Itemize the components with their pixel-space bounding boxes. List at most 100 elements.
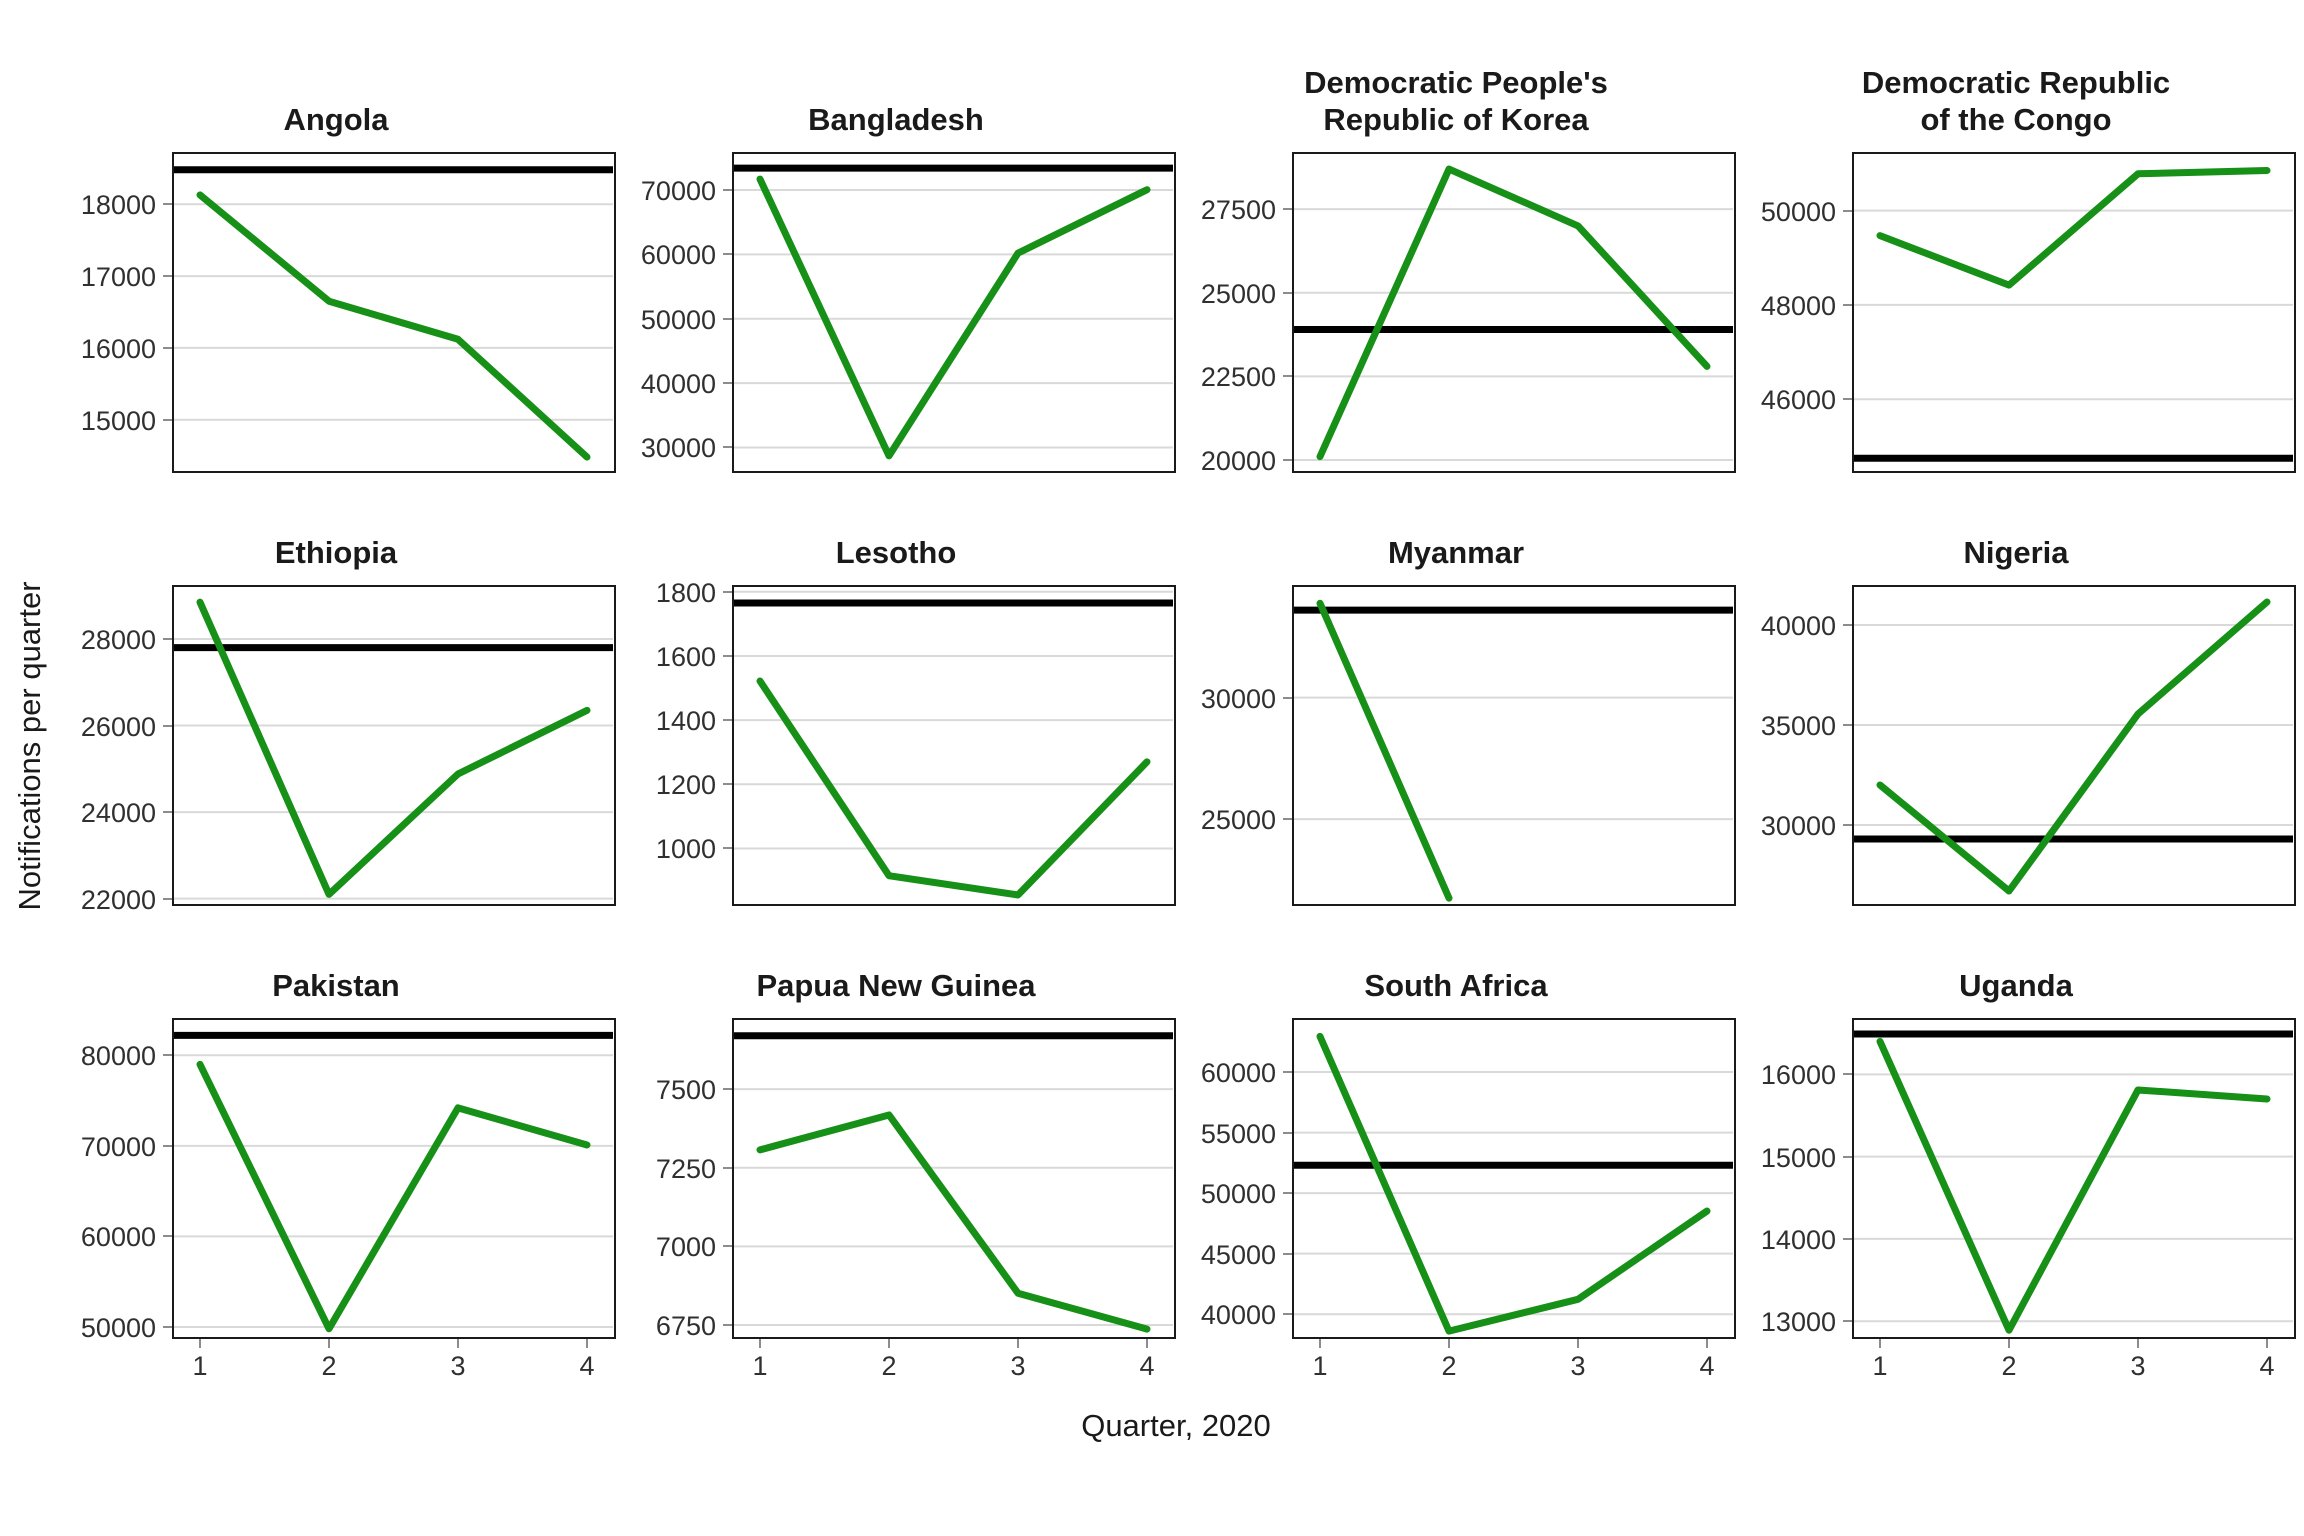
line-chart bbox=[1294, 599, 1733, 902]
y-tick-label: 16000 bbox=[80, 333, 156, 364]
plot-panel bbox=[1292, 585, 1736, 906]
y-tick-label: 46000 bbox=[1760, 385, 1836, 416]
y-tick-mark bbox=[723, 446, 732, 449]
x-tick-label: 4 bbox=[2259, 1351, 2275, 1381]
facet-plot-row: 6750 7000 7250 7500 bbox=[616, 1018, 1176, 1341]
line-chart bbox=[1854, 1030, 2293, 1334]
y-tick-label: 1800 bbox=[655, 577, 716, 608]
y-tick-mark bbox=[723, 654, 732, 657]
facet-title: Uganda bbox=[1959, 968, 2073, 1003]
y-tick-mark bbox=[163, 346, 172, 349]
y-tick-mark bbox=[1283, 1071, 1292, 1074]
y-tick-label: 45000 bbox=[1200, 1239, 1276, 1270]
y-tick-label: 60000 bbox=[1200, 1058, 1276, 1089]
y-tick-mark bbox=[723, 847, 732, 850]
x-tick-mark bbox=[1145, 1339, 1148, 1348]
x-tick-label: 2 bbox=[2001, 1351, 2017, 1381]
plot-panel bbox=[732, 585, 1176, 906]
x-tick-mark bbox=[2265, 1339, 2268, 1348]
y-tick-label: 22000 bbox=[80, 884, 156, 915]
plot-panel bbox=[172, 1018, 616, 1339]
x-tick-mark bbox=[327, 1339, 330, 1348]
plot-panel bbox=[1292, 152, 1736, 473]
y-tick-label: 70000 bbox=[640, 176, 716, 207]
facet-myanmar: Myanmar 25000 30000 bbox=[1176, 473, 1736, 906]
y-tick-mark bbox=[723, 317, 732, 320]
y-tick-mark bbox=[723, 783, 732, 786]
facet-plot-row: 46000 48000 50000 bbox=[1736, 152, 2296, 473]
y-tick-mark bbox=[723, 719, 732, 722]
y-tick-label: 50000 bbox=[640, 304, 716, 335]
y-tick-mark bbox=[723, 189, 732, 192]
y-axis: 13000 14000 15000 16000 bbox=[1736, 1018, 1852, 1339]
line-chart bbox=[734, 590, 1173, 899]
y-tick-mark bbox=[163, 1054, 172, 1057]
x-tick-mark bbox=[1705, 1339, 1708, 1348]
x-tick-mark bbox=[456, 1339, 459, 1348]
facet-title: Myanmar bbox=[1387, 535, 1525, 570]
facet-title: Bangladesh bbox=[808, 102, 984, 137]
y-tick-label: 30000 bbox=[640, 433, 716, 464]
y-tick-mark bbox=[1843, 824, 1852, 826]
y-tick-mark bbox=[163, 418, 172, 421]
facet-angola: Angola 15000 16000 17000 18000 bbox=[56, 40, 616, 473]
y-tick-mark bbox=[1283, 458, 1292, 461]
facet-title: Democratic Republic of the Congo bbox=[1861, 65, 2171, 137]
x-tick-label: 1 bbox=[1312, 1351, 1328, 1381]
facet-plot-row: 50000 60000 70000 80000 bbox=[56, 1018, 616, 1343]
y-axis: 1000 1200 1400 1600 1800 bbox=[616, 579, 732, 906]
plot-panel bbox=[1292, 1018, 1736, 1339]
line-chart bbox=[174, 598, 613, 900]
x-tick-label: 3 bbox=[2130, 1351, 2146, 1381]
y-tick-mark bbox=[1283, 1131, 1292, 1134]
x-tick-label: 1 bbox=[192, 1351, 208, 1381]
line-chart bbox=[734, 164, 1173, 460]
x-tick-label: 1 bbox=[1872, 1351, 1888, 1381]
x-tick-mark bbox=[1447, 1339, 1450, 1348]
y-tick-label: 17000 bbox=[80, 262, 156, 293]
data-line bbox=[196, 598, 591, 898]
y-tick-mark bbox=[163, 1235, 172, 1238]
plot-panel bbox=[732, 1018, 1176, 1339]
y-tick-label: 7250 bbox=[655, 1153, 716, 1184]
y-tick-label: 60000 bbox=[80, 1222, 156, 1253]
x-tick-label: 3 bbox=[450, 1351, 466, 1381]
y-axis: 25000 30000 bbox=[1176, 585, 1292, 906]
y-tick-mark bbox=[723, 590, 732, 593]
x-tick-mark bbox=[1878, 1339, 1881, 1348]
y-tick-mark bbox=[1283, 375, 1292, 378]
y-tick-label: 6750 bbox=[655, 1310, 716, 1341]
y-axis: 50000 60000 70000 80000 bbox=[56, 1018, 172, 1343]
x-axis-label: Quarter, 2020 bbox=[1081, 1408, 1271, 1443]
x-tick-label: 4 bbox=[579, 1351, 595, 1381]
y-tick-label: 80000 bbox=[80, 1041, 156, 1072]
y-axis: 20000 22500 25000 27500 bbox=[1176, 152, 1292, 475]
data-line bbox=[756, 677, 1151, 899]
facet-title: Ethiopia bbox=[274, 535, 398, 570]
y-tick-label: 50000 bbox=[80, 1312, 156, 1343]
facet-dprk: Democratic People's Republic of Korea 200… bbox=[1176, 40, 1736, 475]
facet-title: Democratic People's Republic of Korea bbox=[1304, 65, 1608, 137]
facet-title: Nigeria bbox=[1963, 535, 2069, 570]
x-tick-mark bbox=[1318, 1339, 1321, 1348]
y-tick-mark bbox=[723, 1323, 732, 1326]
data-line bbox=[1316, 1032, 1711, 1335]
y-axis: 22000 24000 26000 28000 bbox=[56, 585, 172, 914]
y-tick-label: 60000 bbox=[640, 240, 716, 271]
y-tick-mark bbox=[1283, 1313, 1292, 1316]
y-tick-label: 70000 bbox=[80, 1131, 156, 1162]
facet-south-africa: South Africa 40000 45000 50000 55000 60000 1 2 3… bbox=[1176, 906, 1736, 1389]
data-line bbox=[1876, 1037, 2271, 1334]
y-tick-mark bbox=[163, 1325, 172, 1328]
data-line bbox=[1316, 165, 1711, 461]
y-tick-mark bbox=[1843, 1237, 1852, 1240]
plot-panel bbox=[1852, 1018, 2296, 1339]
line-chart bbox=[174, 166, 613, 461]
y-tick-mark bbox=[1843, 724, 1852, 726]
facet-title: Papua New Guinea bbox=[756, 968, 1036, 1003]
x-tick-label: 4 bbox=[1699, 1351, 1715, 1381]
y-tick-mark bbox=[163, 811, 172, 814]
facet-plot-row: 20000 22500 25000 27500 bbox=[1176, 152, 1736, 475]
facet-plot-row: 30000 40000 50000 60000 70000 bbox=[616, 152, 1176, 473]
y-tick-label: 40000 bbox=[1200, 1300, 1276, 1331]
